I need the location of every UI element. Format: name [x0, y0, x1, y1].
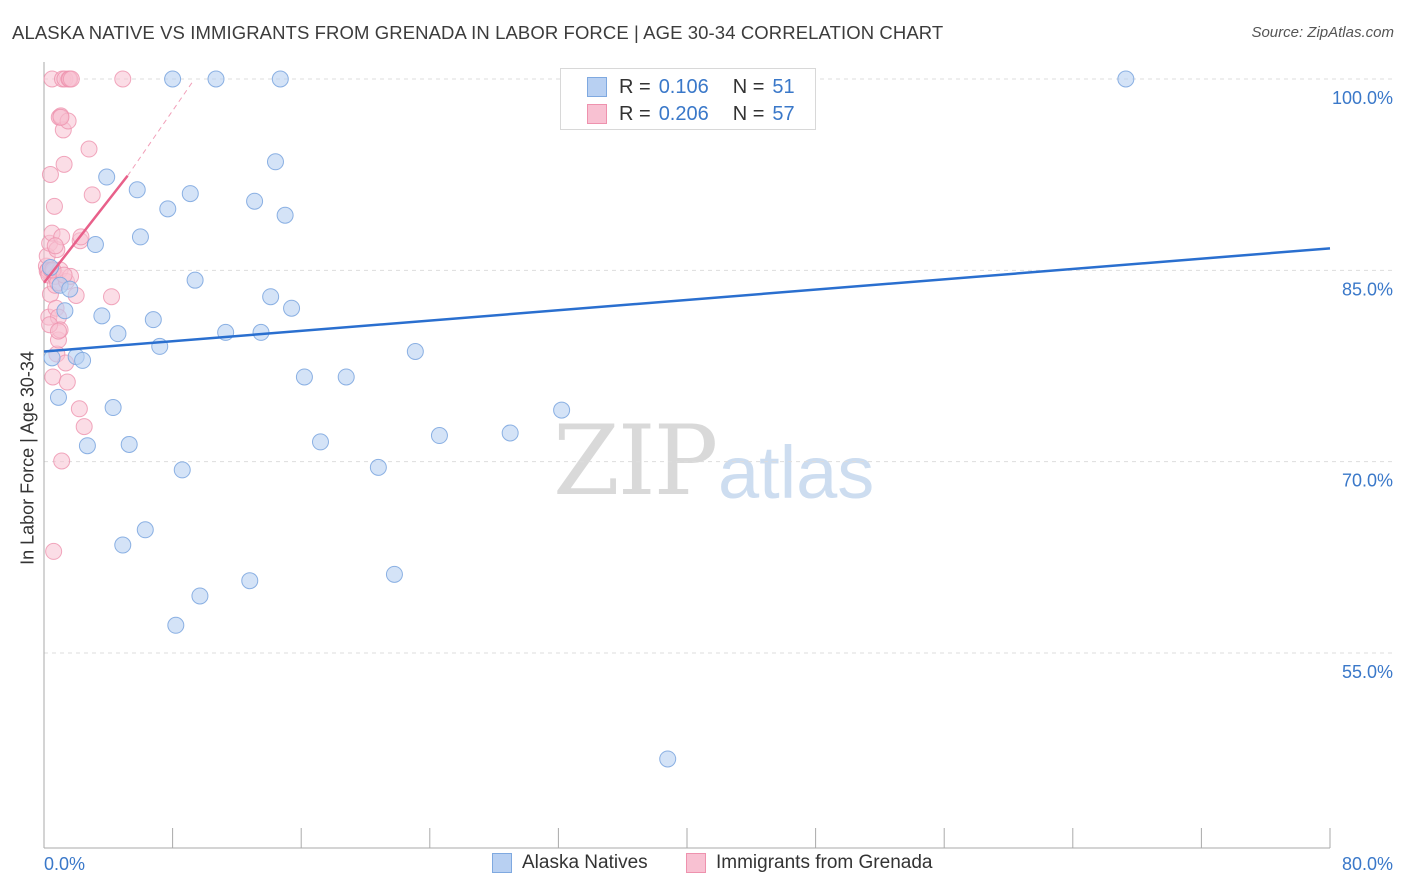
source-label: Source: ZipAtlas.com [1251, 24, 1394, 41]
alaska-natives-point [173, 461, 191, 479]
grenada-point [75, 418, 93, 436]
y-tick-label: 55.0% [1342, 662, 1393, 682]
grenada-point [58, 373, 76, 391]
alaska-natives-point [553, 401, 571, 419]
series-label: Immigrants from Grenada [716, 852, 933, 873]
grenada-point [62, 70, 80, 88]
grenada-point [103, 288, 121, 306]
grenada-trendline [43, 175, 129, 284]
alaska-natives-trendline [43, 247, 1331, 353]
correlation-legend: R = 0.106 N = 51 R = 0.206 N = 57 [560, 68, 816, 130]
alaska-natives-point [93, 307, 111, 325]
alaska-natives-point [246, 192, 264, 210]
watermark-atlas: atlas [718, 431, 875, 514]
alaska-natives-point [128, 181, 146, 199]
alaska-natives-point [191, 587, 209, 605]
grenada-point [49, 322, 67, 340]
grenada-point [55, 155, 73, 173]
alaska-natives-point [131, 228, 149, 246]
series-legend-grenada: Immigrants from Grenada [686, 852, 932, 874]
alaska-natives-point [61, 280, 79, 298]
alaska-natives-point [659, 750, 677, 768]
series-swatch-blue [492, 853, 512, 873]
alaska-natives-point [136, 521, 154, 539]
alaska-natives-point [114, 536, 132, 554]
chart-title: ALASKA NATIVE VS IMMIGRANTS FROM GRENADA… [12, 22, 944, 43]
alaska-natives-point [430, 427, 448, 445]
alaska-natives-point [167, 616, 185, 634]
legend-n-value: 51 [772, 75, 795, 98]
grenada-point [114, 70, 132, 88]
grenada-trendline-extension [127, 82, 193, 177]
alaska-natives-point [207, 70, 225, 88]
alaska-natives-point [49, 388, 67, 406]
legend-r-value: 0.206 [658, 102, 709, 125]
alaska-natives-point [266, 153, 284, 171]
grenada-point [70, 400, 88, 418]
legend-r-value: 0.106 [658, 75, 709, 98]
legend-n-value: 57 [772, 102, 795, 125]
alaska-natives-point [262, 288, 280, 306]
alaska-natives-point [98, 168, 116, 186]
legend-row-grenada: R = 0.206 N = 57 [587, 102, 795, 126]
alaska-natives-point [74, 351, 92, 369]
y-tick-label: 70.0% [1342, 471, 1393, 491]
alaska-natives-point [144, 311, 162, 329]
alaska-natives-point [276, 206, 294, 224]
series-swatch-pink [686, 853, 706, 873]
grenada-point [46, 237, 64, 255]
alaska-natives-point [283, 299, 301, 317]
alaska-natives-point [241, 572, 259, 590]
legend-r-label: R = [619, 75, 651, 98]
legend-swatch-pink [587, 104, 607, 124]
legend-swatch-blue [587, 77, 607, 97]
grenada-point [41, 166, 59, 183]
grenada-point [45, 197, 63, 215]
alaska-natives-point [1117, 70, 1135, 88]
alaska-natives-point [501, 424, 519, 442]
x-tick-label: 80.0% [1342, 854, 1393, 874]
series-label: Alaska Natives [522, 852, 648, 873]
y-tick-label: 100.0% [1332, 88, 1393, 108]
grenada-point [80, 140, 98, 158]
alaska-natives-point [104, 399, 122, 417]
alaska-natives-point [56, 302, 74, 320]
alaska-natives-point [109, 325, 127, 343]
alaska-natives-point [337, 368, 355, 386]
alaska-natives-point [86, 236, 104, 254]
alaska-natives-point [120, 435, 138, 453]
grenada-point [52, 108, 70, 126]
alaska-natives-point [186, 271, 204, 289]
alaska-natives-point [164, 70, 182, 88]
grenada-point [45, 542, 63, 560]
legend-n-label: N = [732, 102, 765, 125]
alaska-natives-point [271, 70, 289, 88]
y-tick-label: 85.0% [1342, 279, 1393, 299]
alaska-natives-point [369, 458, 387, 476]
alaska-natives-point [385, 565, 403, 583]
alaska-natives-point [181, 185, 199, 203]
legend-r-label: R = [619, 102, 651, 125]
y-axis-label: In Labor Force | Age 30-34 [17, 351, 38, 565]
grenada-point [53, 452, 71, 470]
series-legend: Alaska Natives Immigrants from Grenada [0, 852, 1406, 878]
grenada-point [44, 368, 62, 386]
legend-n-label: N = [732, 75, 765, 98]
alaska-natives-point [406, 342, 424, 360]
x-tick-label: 0.0% [44, 854, 85, 874]
alaska-natives-point [295, 368, 313, 386]
alaska-natives-point [159, 200, 177, 218]
legend-row-alaska-natives: R = 0.106 N = 51 [587, 75, 795, 99]
alaska-natives-point [311, 433, 329, 451]
alaska-natives-point [78, 437, 96, 455]
grenada-point [83, 186, 101, 204]
watermark-zip: ZIP [553, 405, 718, 517]
series-legend-alaska-natives: Alaska Natives [492, 852, 648, 874]
